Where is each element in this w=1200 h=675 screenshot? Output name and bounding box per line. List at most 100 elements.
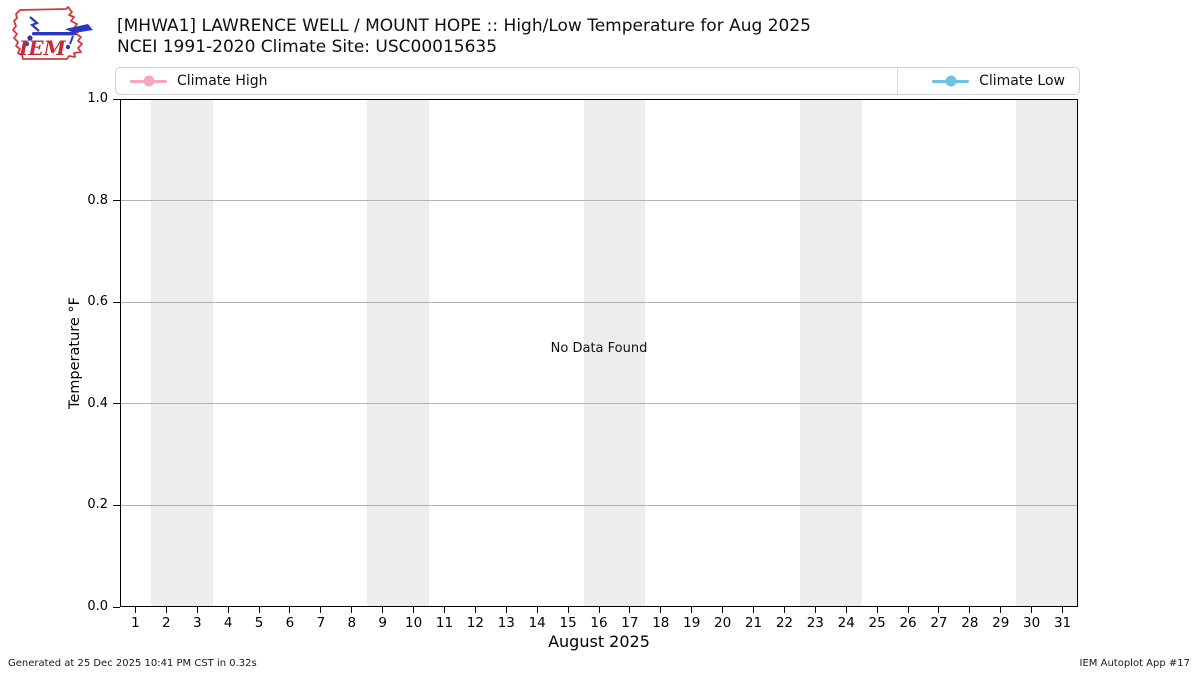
legend-label-climate-low: Climate Low (979, 73, 1065, 89)
y-gridline (121, 200, 1077, 202)
x-tick-mark (258, 607, 260, 613)
x-tick-label: 8 (347, 615, 357, 631)
y-gridline (121, 504, 1077, 506)
x-tick-mark (413, 607, 415, 613)
x-tick-mark (227, 607, 229, 613)
x-tick-mark (196, 607, 198, 613)
x-tick-mark (969, 607, 971, 613)
x-tick-label: 2 (162, 615, 171, 631)
x-tick-label: 4 (223, 615, 233, 631)
x-axis-title: August 2025 (548, 632, 650, 651)
y-gridline (121, 403, 1077, 405)
y-tick-mark (113, 98, 120, 100)
x-tick-label: 26 (899, 615, 917, 631)
x-tick-label: 3 (192, 615, 202, 631)
x-tick-mark (536, 607, 538, 613)
x-tick-label: 9 (378, 615, 387, 631)
x-tick-mark (1031, 607, 1033, 613)
x-tick-mark (1062, 607, 1064, 613)
y-tick-mark (113, 606, 120, 608)
x-tick-label: 15 (559, 615, 577, 631)
x-tick-mark (845, 607, 847, 613)
x-tick-label: 14 (528, 615, 546, 631)
x-tick-mark (691, 607, 693, 613)
x-tick-mark (753, 607, 755, 613)
legend-label-climate-high: Climate High (177, 73, 268, 89)
x-tick-label: 11 (435, 615, 454, 631)
legend-item-climate-low: Climate Low (932, 73, 1065, 89)
iem-logo: IEM (12, 6, 93, 60)
x-tick-label: 18 (652, 615, 670, 631)
climate-low-marker-icon (932, 75, 970, 87)
x-tick-label: 23 (806, 615, 824, 631)
x-tick-label: 19 (683, 615, 701, 631)
x-tick-mark (505, 607, 507, 613)
x-tick-label: 16 (590, 615, 608, 631)
x-tick-label: 30 (1023, 615, 1041, 631)
x-tick-mark (443, 607, 445, 613)
climate-high-marker-icon (130, 75, 167, 87)
x-tick-mark (134, 607, 136, 613)
plot-area: No Data Found (120, 99, 1078, 607)
x-tick-label: 28 (961, 615, 979, 631)
x-tick-mark (814, 607, 816, 613)
weekend-shading-band (799, 100, 862, 606)
app-id: IEM Autoplot App #17 (1079, 658, 1190, 669)
y-tick-label: 0.8 (87, 192, 108, 208)
no-data-label: No Data Found (550, 341, 648, 356)
weekend-shading-band (150, 100, 213, 606)
x-tick-label: 27 (930, 615, 948, 631)
x-tick-mark (722, 607, 724, 613)
x-tick-mark (1000, 607, 1002, 613)
y-tick-label: 0.6 (87, 294, 108, 310)
x-tick-label: 7 (316, 615, 326, 631)
x-tick-label: 17 (621, 615, 639, 631)
weather-vane-icon (25, 16, 93, 50)
x-tick-label: 6 (285, 615, 295, 631)
chart-title: [MHWA1] LAWRENCE WELL / MOUNT HOPE :: Hi… (117, 16, 811, 36)
x-tick-mark (660, 607, 662, 613)
chart-subtitle: NCEI 1991-2020 Climate Site: USC00015635 (117, 37, 498, 57)
y-tick-mark (113, 403, 120, 405)
x-tick-mark (629, 607, 631, 613)
x-tick-label: 10 (404, 615, 423, 631)
x-tick-mark (783, 607, 785, 613)
weekend-shading-band (583, 100, 646, 606)
x-tick-label: 22 (775, 615, 793, 631)
x-tick-mark (938, 607, 940, 613)
x-tick-label: 20 (714, 615, 732, 631)
x-tick-label: 24 (837, 615, 855, 631)
x-tick-mark (289, 607, 291, 613)
x-tick-label: 29 (992, 615, 1010, 631)
x-tick-mark (474, 607, 476, 613)
legend-item-climate-high: Climate High (130, 73, 268, 89)
x-tick-label: 25 (868, 615, 886, 631)
x-tick-label: 13 (497, 615, 515, 631)
legend-divider (897, 68, 898, 94)
x-tick-label: 1 (131, 615, 140, 631)
x-tick-label: 21 (744, 615, 763, 631)
x-tick-mark (320, 607, 322, 613)
y-tick-label: 1.0 (87, 91, 108, 106)
y-tick-mark (113, 200, 120, 202)
x-tick-label: 31 (1053, 615, 1072, 631)
x-tick-mark (382, 607, 384, 613)
x-tick-label: 12 (466, 615, 484, 631)
x-tick-label: 5 (254, 615, 264, 631)
title-block: [MHWA1] LAWRENCE WELL / MOUNT HOPE :: Hi… (117, 16, 811, 58)
x-tick-mark (351, 607, 353, 613)
x-tick-mark (567, 607, 569, 613)
iem-logo-text: IEM (18, 36, 67, 60)
legend: Climate High Climate Low (115, 67, 1080, 95)
y-tick-label: 0.2 (87, 497, 108, 513)
weekend-shading-band (367, 100, 430, 606)
y-tick-mark (113, 504, 120, 506)
x-tick-mark (907, 607, 909, 613)
y-axis-title: Temperature °F (67, 296, 83, 410)
y-gridline (121, 301, 1077, 303)
x-tick-mark (165, 607, 167, 613)
weekend-shading-band (1016, 100, 1077, 606)
y-tick-label: 0.0 (87, 599, 108, 614)
y-tick-label: 0.4 (87, 395, 108, 411)
